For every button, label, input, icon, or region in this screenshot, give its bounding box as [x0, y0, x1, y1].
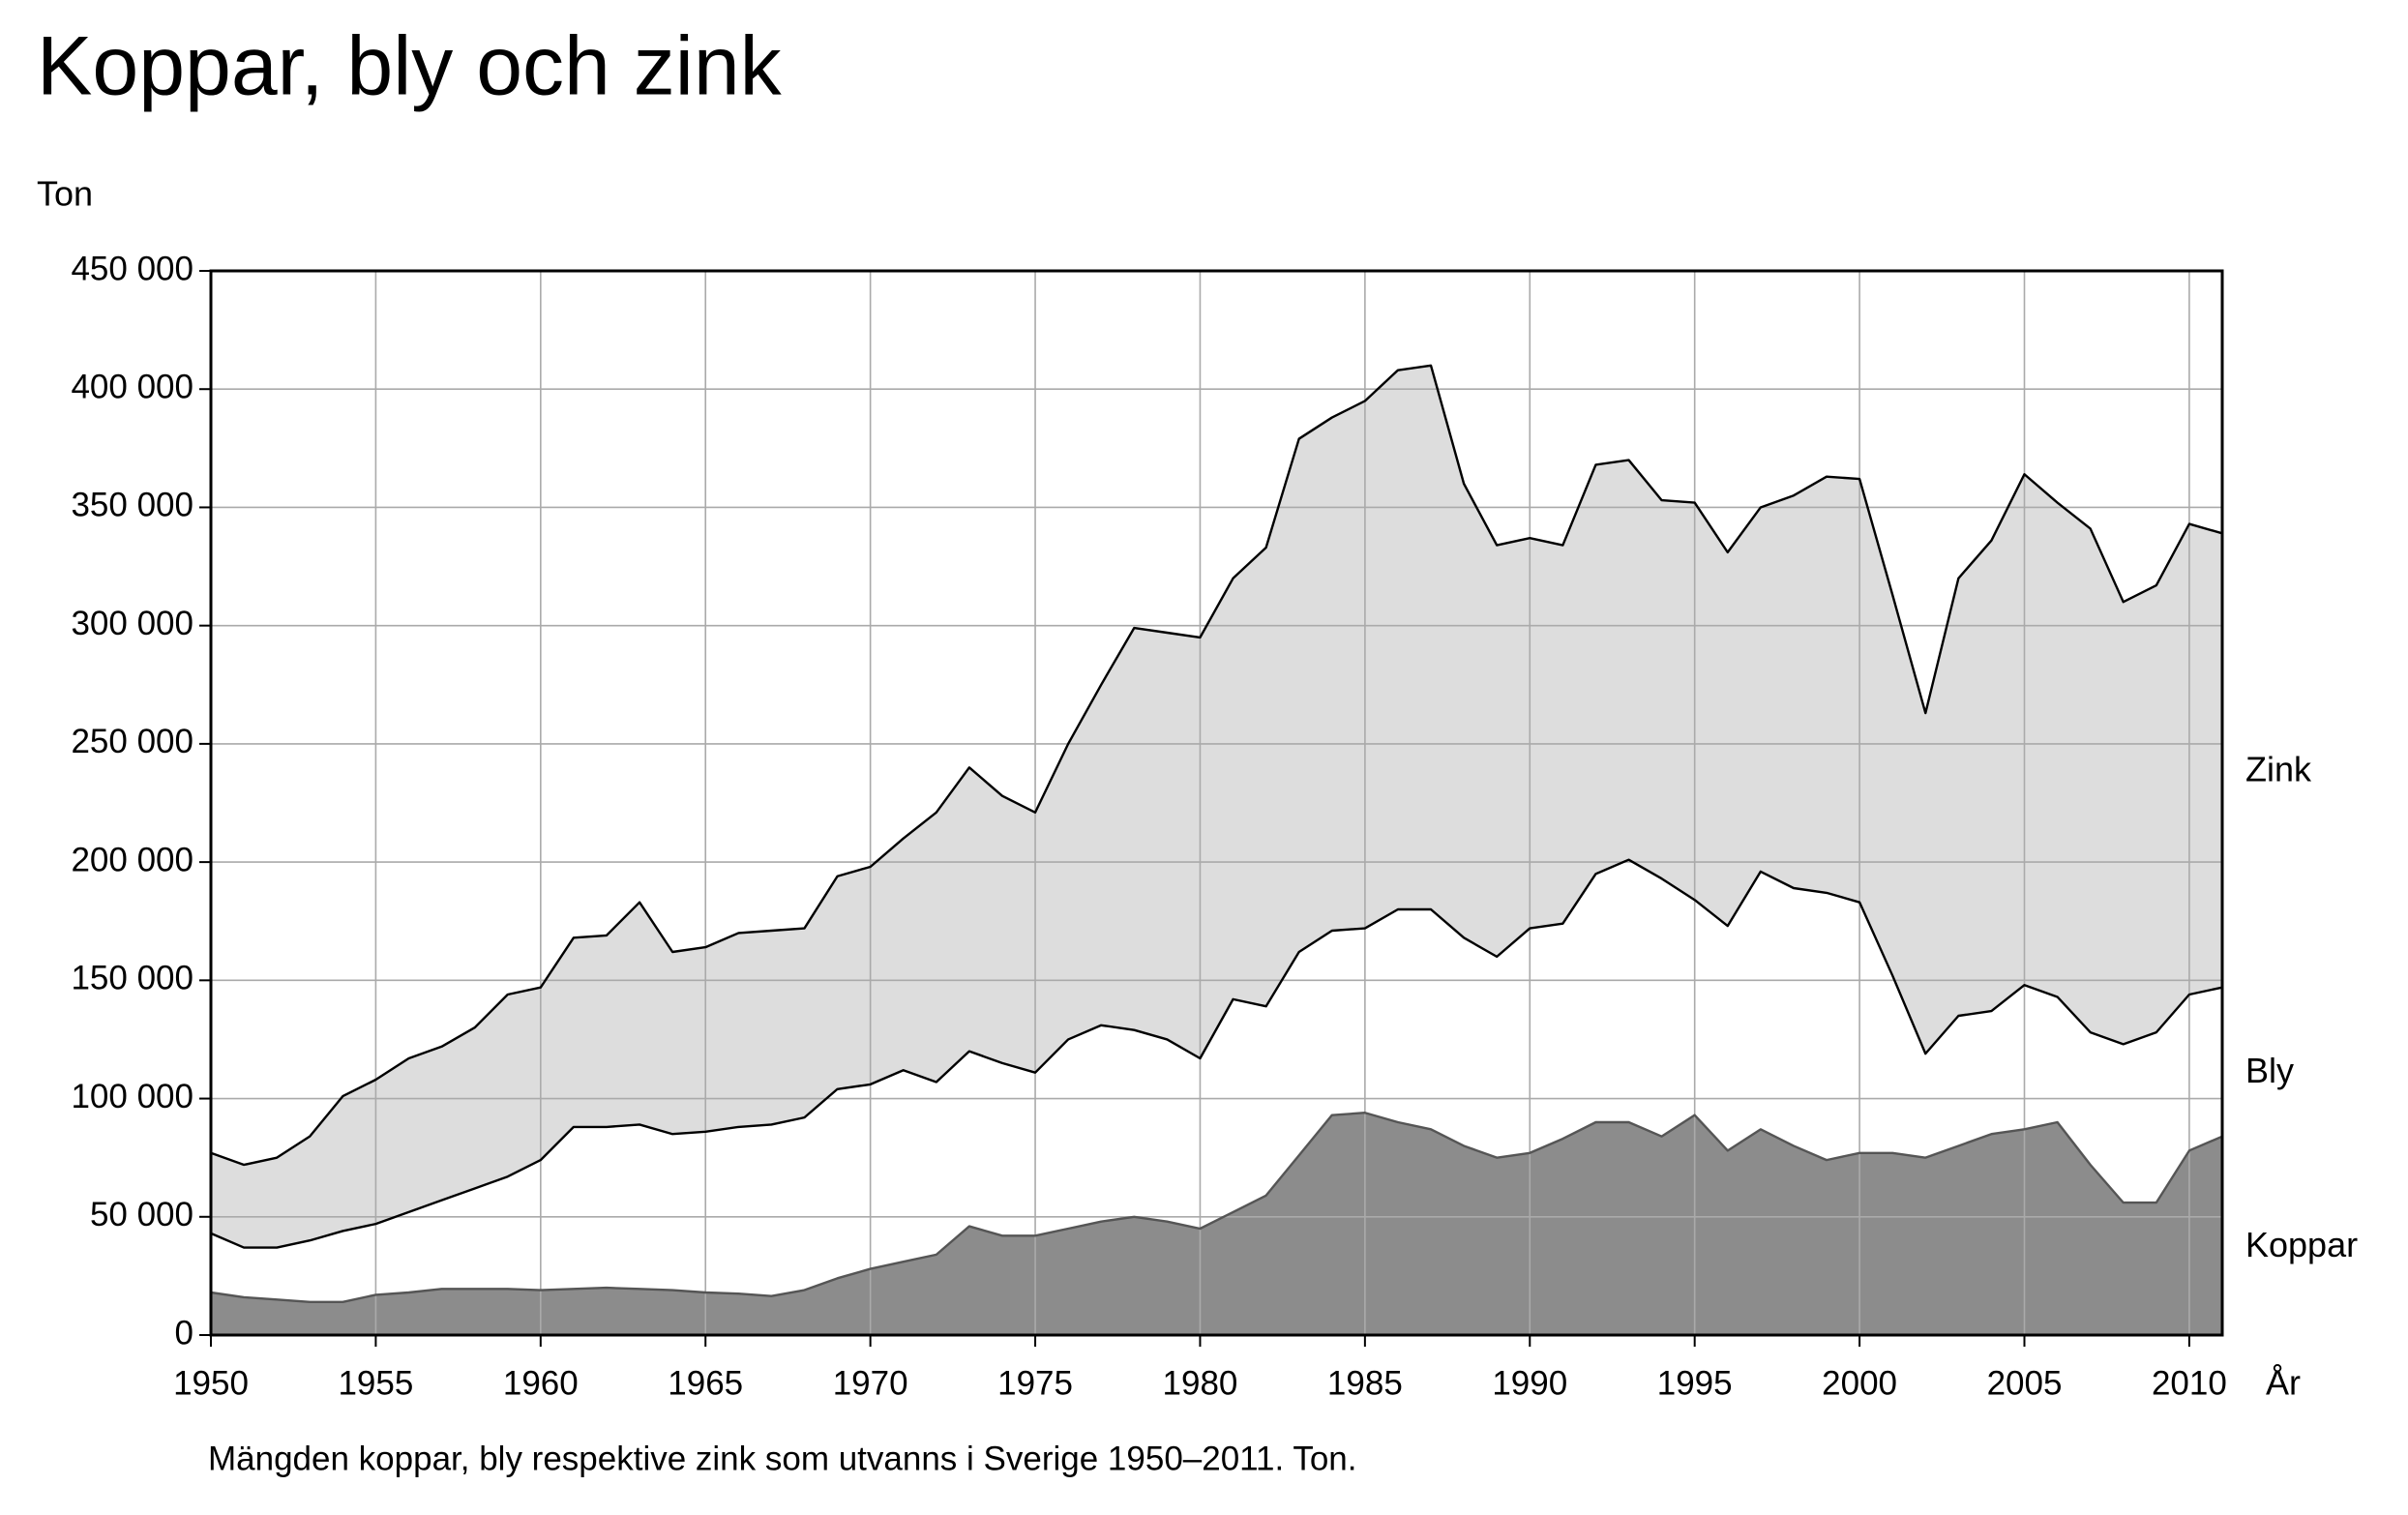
x-tick-label: 1990 — [1492, 1364, 1567, 1402]
y-tick-label: 300 000 — [71, 605, 193, 642]
x-tick-label: 1995 — [1657, 1364, 1733, 1402]
x-axis-label: År — [2266, 1363, 2301, 1403]
y-tick-label: 50 000 — [90, 1196, 193, 1233]
plot-frame — [209, 269, 2224, 1337]
x-tick-label: 1960 — [503, 1364, 579, 1402]
area — [211, 365, 2222, 1248]
y-tick-label: 200 000 — [71, 841, 193, 878]
y-tick-label: 100 000 — [71, 1078, 193, 1115]
area — [211, 1113, 2222, 1335]
x-tick-label: 1985 — [1327, 1364, 1403, 1402]
x-tick-label: 1965 — [668, 1364, 743, 1402]
x-tick-label: 2005 — [1987, 1364, 2063, 1402]
series-label: Koppar — [2245, 1225, 2358, 1264]
y-tick-label: 150 000 — [71, 960, 193, 997]
x-tick-label: 1950 — [173, 1364, 249, 1402]
x-tick-label: 1955 — [338, 1364, 413, 1402]
y-axis-label: Ton — [37, 174, 93, 214]
area-line — [210, 858, 2223, 1249]
series-label: Bly — [2245, 1051, 2294, 1090]
area — [211, 859, 2222, 1302]
chart-title: Koppar, bly och zink — [37, 20, 783, 113]
x-tick-label: 1980 — [1163, 1364, 1238, 1402]
x-tick-label: 2000 — [1822, 1364, 1897, 1402]
area-line — [210, 1112, 2223, 1303]
y-tick-label: 450 000 — [71, 250, 193, 287]
x-tick-label: 1970 — [833, 1364, 908, 1402]
area-line — [210, 364, 2223, 1167]
y-tick-label: 250 000 — [71, 723, 193, 760]
caption: Mängden koppar, bly respektive zink som … — [208, 1440, 1357, 1477]
series-label: Zink — [2245, 750, 2312, 789]
x-tick-label: 1975 — [997, 1364, 1073, 1402]
y-tick-label: 350 000 — [71, 487, 193, 524]
y-tick-label: 0 — [175, 1314, 193, 1352]
y-tick-label: 400 000 — [71, 368, 193, 405]
x-tick-label: 2010 — [2152, 1364, 2227, 1402]
